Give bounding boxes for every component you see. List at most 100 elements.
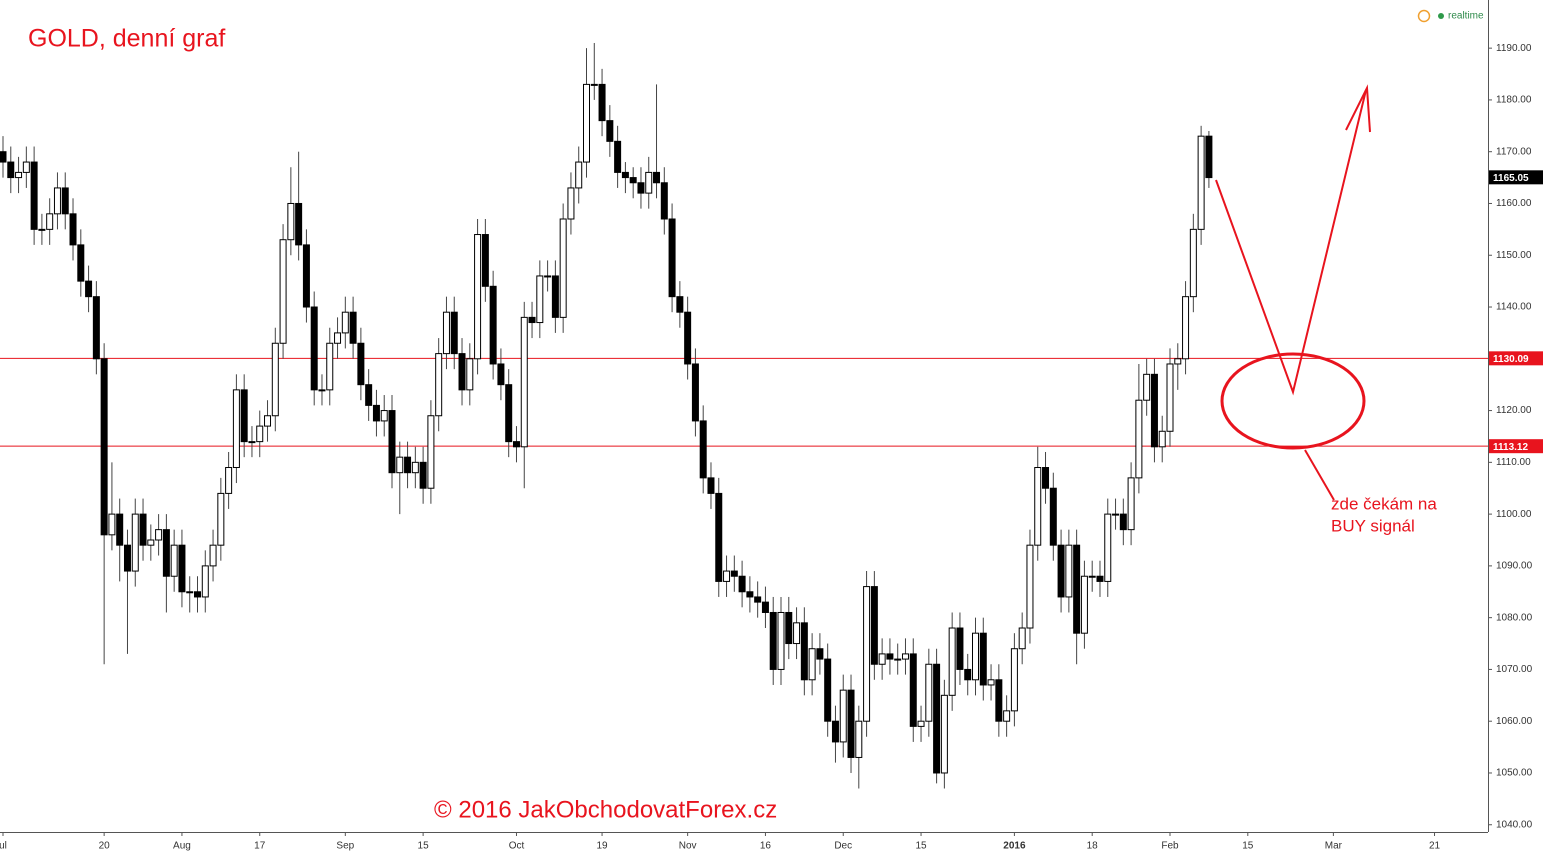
candle-body [691, 363, 699, 422]
candle-body [186, 591, 194, 594]
candle-body [629, 177, 637, 184]
x-tick-label: 15 [1242, 841, 1254, 852]
candle-body [1166, 363, 1174, 432]
candle-body [1135, 399, 1143, 479]
candle-body [972, 632, 979, 681]
candle-body [559, 218, 567, 318]
candle-body [357, 342, 365, 386]
candle-body [1158, 430, 1166, 448]
candle-body [411, 461, 419, 474]
candle-body [894, 658, 902, 661]
candle-body [761, 601, 769, 613]
candle-body [676, 296, 684, 313]
candle-body [909, 653, 917, 727]
candle-body [995, 679, 1003, 722]
candle-body [209, 544, 217, 567]
candle-body [232, 389, 240, 469]
candle-body [699, 420, 707, 479]
candle-body [660, 182, 668, 220]
candle-body [948, 627, 956, 696]
candle-body [979, 632, 987, 686]
candle-body [310, 306, 318, 391]
candle-body [793, 622, 801, 645]
x-tick-label: Dec [834, 841, 852, 852]
x-tick-label: 19 [596, 841, 608, 852]
candle-body [583, 83, 590, 163]
candle-body [886, 653, 894, 660]
candle-body [645, 171, 653, 194]
candle-body [863, 586, 871, 722]
candle-body [847, 689, 855, 758]
candle-body [170, 544, 178, 577]
candle-body [528, 316, 536, 324]
candle-body [512, 441, 520, 448]
candle-body [349, 311, 357, 344]
candle-body [956, 627, 964, 670]
candle-body [466, 358, 474, 391]
candle-body [668, 218, 676, 298]
candle-body [1112, 513, 1120, 516]
candle-body [1042, 467, 1050, 489]
candle-body [1096, 575, 1104, 582]
x-tick-label: Nov [679, 841, 697, 852]
note-line: BUY signál [1331, 516, 1415, 535]
candle-body [100, 358, 108, 536]
candle-body [123, 544, 131, 572]
candle-body [800, 622, 808, 681]
candle-body [536, 275, 544, 324]
candle-body [217, 492, 225, 546]
candle-body [15, 171, 23, 179]
candle-body [855, 720, 863, 758]
candle-body [878, 653, 886, 665]
x-tick-label: 17 [254, 841, 266, 852]
arrow-path [1215, 89, 1367, 396]
candle-body [108, 513, 116, 536]
candle-body [279, 239, 287, 344]
x-tick-label: 15 [915, 841, 927, 852]
x-tick-label: 20 [99, 841, 111, 852]
candle-body [746, 591, 754, 598]
y-tick-label: 1050.00 [1496, 768, 1533, 779]
candle-body [598, 83, 606, 122]
candle-body [147, 539, 155, 546]
candle-body [777, 611, 785, 670]
x-tick-label: 16 [760, 841, 772, 852]
candle-body [458, 353, 466, 391]
y-tick-label: 1150.00 [1496, 250, 1532, 261]
price-label: 1130.09 [1493, 354, 1529, 365]
candle-body [69, 213, 77, 246]
y-tick-label: 1180.00 [1496, 95, 1532, 106]
candle-body [22, 161, 30, 173]
y-tick-label: 1140.00 [1496, 302, 1532, 313]
candle-body [1189, 228, 1197, 298]
candle-body [155, 529, 163, 541]
candle-body [1127, 477, 1135, 531]
candle-body [481, 234, 489, 287]
candle-body [1143, 373, 1151, 401]
candle-body [0, 151, 7, 163]
candle-body [614, 140, 622, 173]
candle-body [7, 161, 15, 179]
plot [0, 42, 1488, 789]
candle-body [925, 663, 933, 722]
x-tick-label: 15 [418, 841, 430, 852]
candle-body [450, 311, 458, 355]
candle-body [824, 658, 832, 722]
candle-body [964, 668, 972, 681]
candle-body [256, 425, 264, 443]
candle-body [1150, 373, 1158, 448]
y-tick-label: 1170.00 [1496, 146, 1532, 157]
price-label: 1113.12 [1493, 442, 1528, 453]
candle-body [987, 679, 995, 686]
target-ellipse [1220, 352, 1366, 450]
copyright: © 2016 JakObchodovatForex.cz [434, 796, 777, 823]
candle-body [1018, 627, 1026, 650]
candle-body [1119, 513, 1127, 531]
candle-body [427, 415, 435, 489]
status-dot [1438, 13, 1444, 19]
candle-body [1034, 467, 1042, 546]
x-tick-label: 21 [1429, 841, 1441, 852]
y-tick-label: 1080.00 [1496, 612, 1533, 623]
candle-body [940, 694, 948, 774]
